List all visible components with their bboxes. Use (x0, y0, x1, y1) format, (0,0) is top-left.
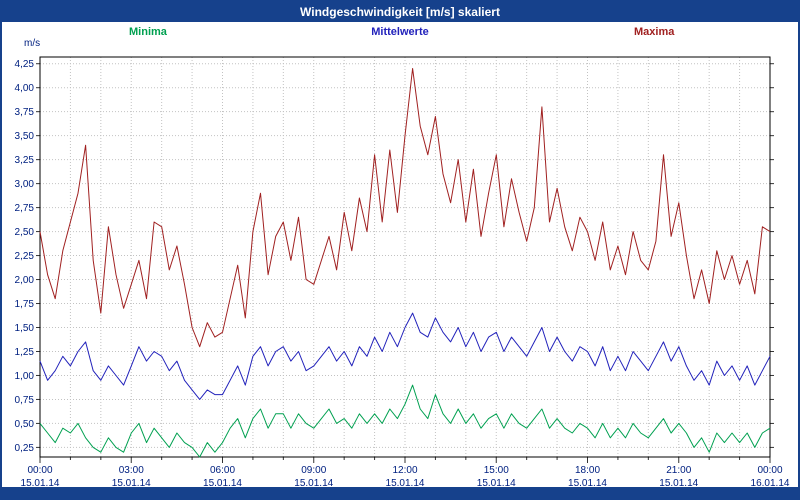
title-bar: Windgeschwindigkeit [m/s] skaliert (2, 2, 798, 22)
y-tick-label: 2,25 (15, 251, 35, 262)
y-tick-label: 3,50 (15, 131, 35, 142)
x-tick-date-label: 15.01.14 (112, 478, 151, 489)
x-tick-date-label: 15.01.14 (477, 478, 516, 489)
legend-minima: Minima (129, 26, 167, 38)
x-tick-time-label: 15:00 (484, 465, 509, 476)
y-tick-label: 3,00 (15, 179, 35, 190)
legend-mittelwerte: Mittelwerte (371, 26, 429, 38)
x-tick-time-label: 12:00 (392, 465, 417, 476)
x-tick-time-label: 21:00 (666, 465, 691, 476)
y-axis-unit-label: m/s (24, 38, 41, 49)
y-tick-label: 1,50 (15, 323, 35, 334)
series-line-minima (39, 384, 771, 458)
x-tick-date-label: 15.01.14 (21, 478, 60, 489)
y-tick-label: 1,25 (15, 347, 35, 358)
bottom-bar (2, 487, 798, 498)
x-tick-time-label: 00:00 (27, 465, 52, 476)
y-tick-label: 2,75 (15, 203, 35, 214)
x-tick-time-label: 06:00 (210, 465, 235, 476)
x-tick-date-label: 15.01.14 (568, 478, 607, 489)
y-tick-label: 2,50 (15, 227, 35, 238)
x-tick-time-label: 18:00 (575, 465, 600, 476)
y-tick-label: 2,00 (15, 275, 35, 286)
y-tick-label: 0,25 (15, 443, 35, 454)
x-tick-date-label: 15.01.14 (294, 478, 333, 489)
y-tick-label: 0,50 (15, 419, 35, 430)
series-line-maxima (39, 68, 771, 348)
y-tick-label: 1,00 (15, 371, 35, 382)
y-tick-label: 4,25 (15, 59, 35, 70)
y-tick-label: 4,00 (15, 83, 35, 94)
x-tick-date-label: 16.01.14 (751, 478, 790, 489)
x-tick-date-label: 15.01.14 (203, 478, 242, 489)
y-tick-label: 3,75 (15, 107, 35, 118)
y-tick-label: 3,25 (15, 155, 35, 166)
legend-maxima: Maxima (634, 26, 675, 38)
chart-title: Windgeschwindigkeit [m/s] skaliert (300, 5, 500, 19)
x-tick-date-label: 15.01.14 (659, 478, 698, 489)
y-tick-label: 1,75 (15, 299, 35, 310)
x-tick-date-label: 15.01.14 (386, 478, 425, 489)
x-tick-time-label: 09:00 (301, 465, 326, 476)
plot-border (39, 56, 771, 458)
series-line-mittelwerte (39, 312, 771, 400)
x-tick-time-label: 03:00 (119, 465, 144, 476)
x-tick-time-label: 00:00 (757, 465, 782, 476)
y-tick-label: 0,75 (15, 395, 35, 406)
